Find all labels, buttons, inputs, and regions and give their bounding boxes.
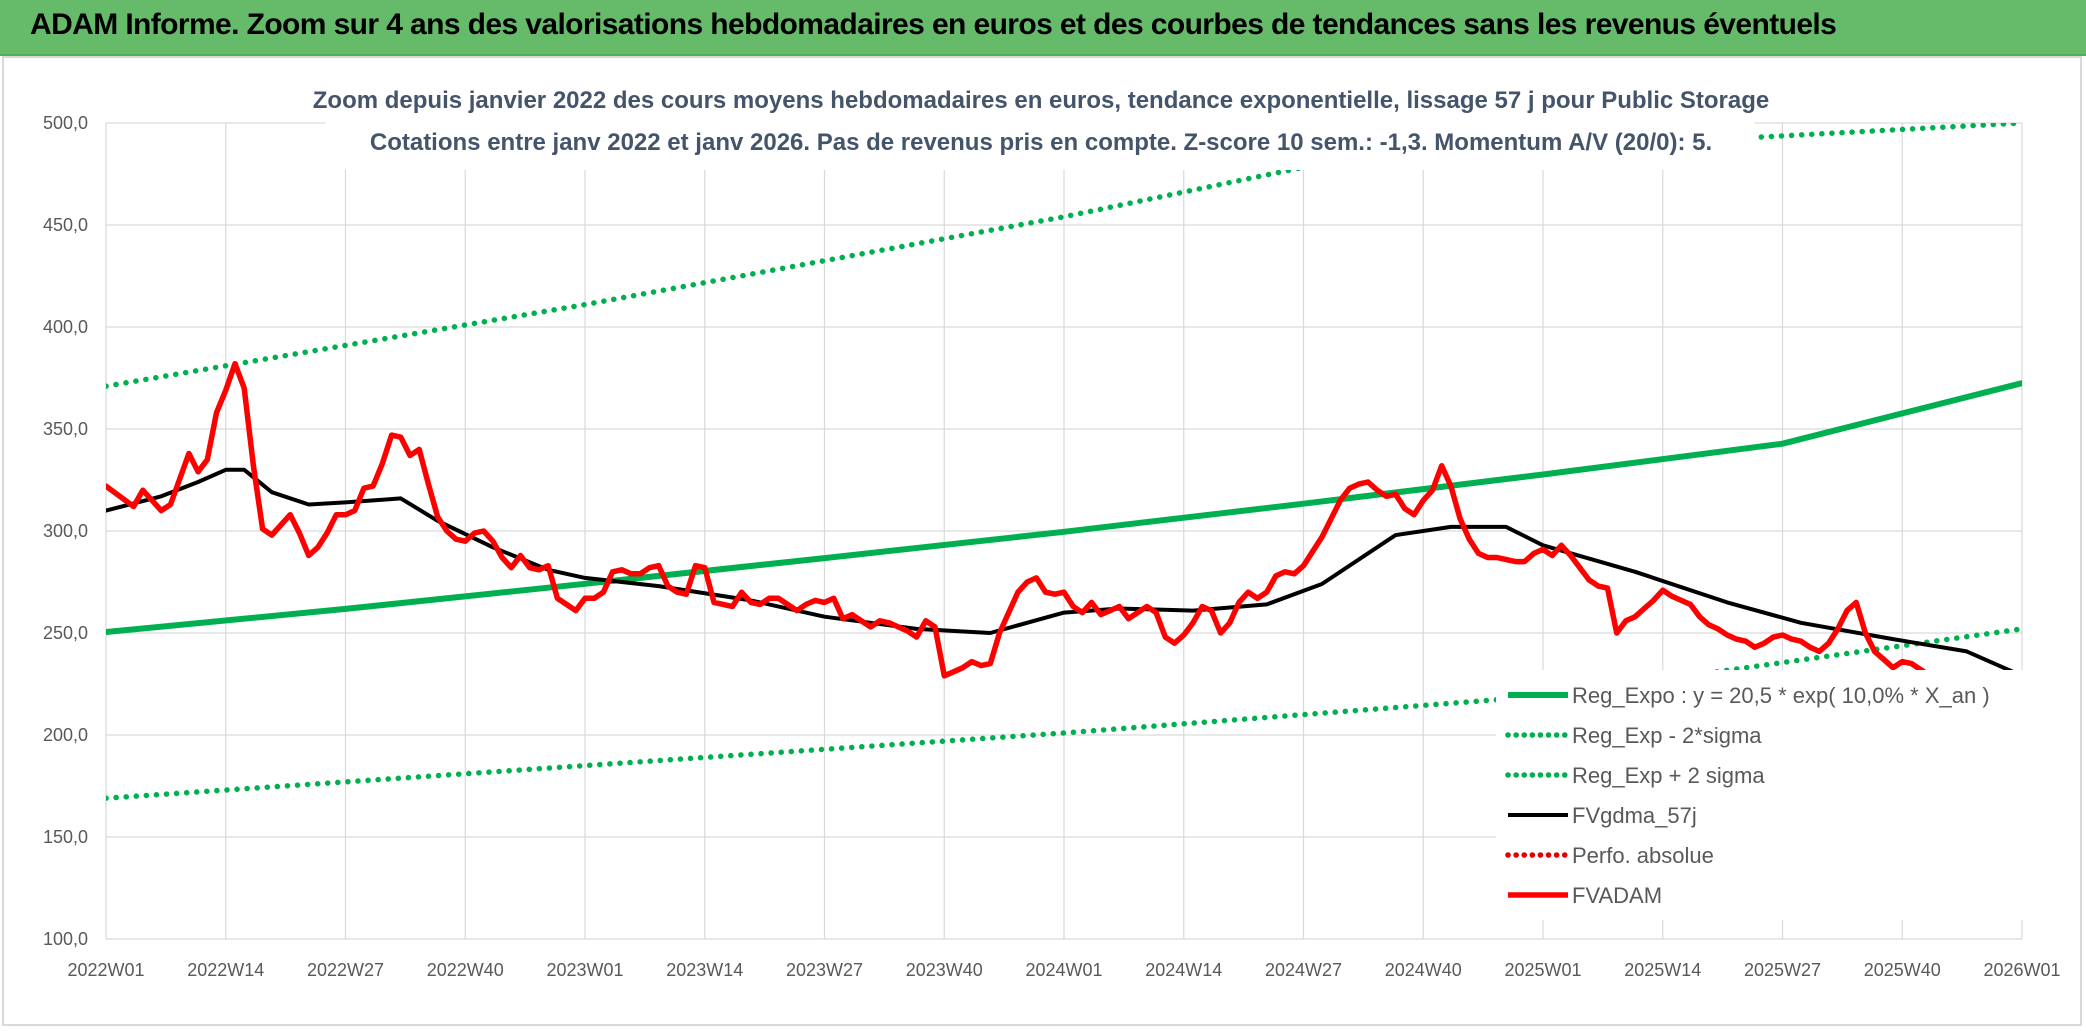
x-tick-label: 2022W01 <box>67 960 144 980</box>
x-tick-label: 2025W14 <box>1624 960 1701 980</box>
series-line-reg-expo <box>106 380 2022 635</box>
x-tick-label: 2023W01 <box>546 960 623 980</box>
y-tick-label: 500,0 <box>43 113 88 133</box>
legend-label: Perfo. absolue <box>1572 843 1714 868</box>
y-axis-ticks: 100,0 150,0 200,0 250,0 300,0 350,0 400,0 450,0… <box>43 113 88 949</box>
x-axis-ticks: 2022W01 2022W14 2022W27 2022W40 2023W01 2023W… <box>67 960 2060 980</box>
legend-background <box>1496 670 2026 920</box>
x-tick-label: 2022W14 <box>187 960 264 980</box>
series-line-fvgdma-57j <box>106 467 2022 678</box>
legend-label: FVADAM <box>1572 883 1662 908</box>
x-tick-label: 2023W14 <box>666 960 743 980</box>
x-tick-label: 2025W01 <box>1504 960 1581 980</box>
legend-label: Reg_Exp - 2*sigma <box>1572 723 1762 748</box>
y-tick-label: 350,0 <box>43 419 88 439</box>
legend-label: Reg_Expo : y = 20,5 * exp( 10,0% * X_an … <box>1572 683 1990 708</box>
y-tick-label: 100,0 <box>43 929 88 949</box>
page-title: ADAM Informe. Zoom sur 4 ans des valoris… <box>30 8 1837 41</box>
x-tick-label: 2022W40 <box>427 960 504 980</box>
series-line-fvadam <box>106 360 2022 695</box>
chart-title-block: Zoom depuis janvier 2022 des cours moyen… <box>313 78 1769 170</box>
chart-subtitle: Cotations entre janv 2022 et janv 2026. … <box>370 129 1712 156</box>
x-tick-label: 2024W40 <box>1385 960 1462 980</box>
x-tick-label: 2023W40 <box>906 960 983 980</box>
x-tick-label: 2022W27 <box>307 960 384 980</box>
header-bar: ADAM Informe. Zoom sur 4 ans des valoris… <box>0 0 2086 56</box>
legend-label: FVgdma_57j <box>1572 803 1697 828</box>
series-line-reg-exp-2-sigma <box>106 626 2022 801</box>
y-tick-label: 300,0 <box>43 521 88 541</box>
y-tick-label: 200,0 <box>43 725 88 745</box>
x-tick-label: 2024W27 <box>1265 960 1342 980</box>
y-tick-label: 150,0 <box>43 827 88 847</box>
x-tick-label: 2024W14 <box>1145 960 1222 980</box>
chart-title: Zoom depuis janvier 2022 des cours moyen… <box>313 87 1769 114</box>
x-tick-label: 2025W27 <box>1744 960 1821 980</box>
chart-frame <box>2 56 2082 1026</box>
y-tick-label: 400,0 <box>43 317 88 337</box>
x-tick-label: 2023W27 <box>786 960 863 980</box>
y-tick-label: 450,0 <box>43 215 88 235</box>
x-tick-label: 2024W01 <box>1025 960 1102 980</box>
x-tick-label: 2025W40 <box>1864 960 1941 980</box>
x-tick-label: 2026W01 <box>1983 960 2060 980</box>
y-tick-label: 250,0 <box>43 623 88 643</box>
chart-title-background <box>325 78 1755 170</box>
chart-legend: Reg_Expo : y = 20,5 * exp( 10,0% * X_an … <box>1496 670 2026 920</box>
legend-label: Reg_Exp + 2 sigma <box>1572 763 1765 788</box>
